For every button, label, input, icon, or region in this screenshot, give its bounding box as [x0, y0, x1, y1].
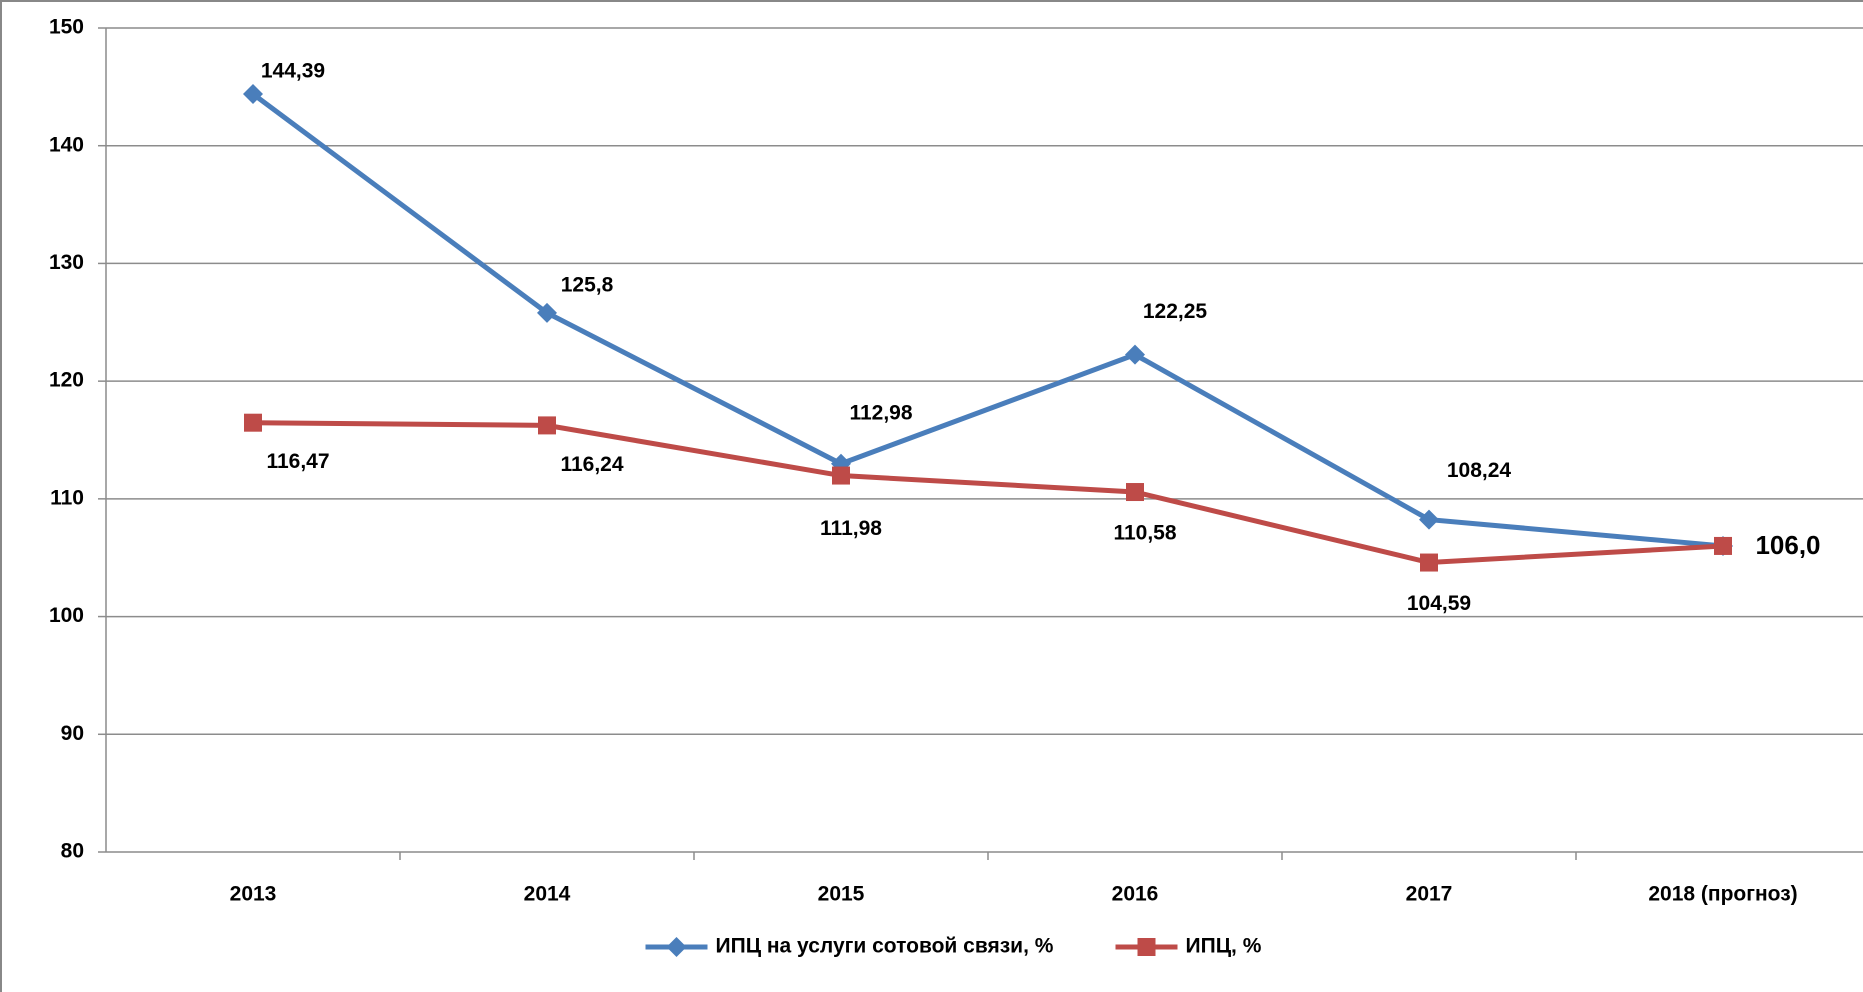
data-label: 116,47 [266, 450, 329, 473]
data-label: 125,8 [561, 273, 614, 296]
data-label: 104,59 [1407, 592, 1471, 615]
y-tick-label: 130 [49, 251, 84, 274]
point [1419, 509, 1439, 530]
y-tick-label: 120 [49, 369, 84, 392]
data-label: 106,0 [1755, 530, 1820, 560]
y-tick-label: 140 [49, 133, 84, 156]
y-tick-label: 80 [61, 840, 84, 863]
point [537, 302, 557, 323]
data-label: 144,39 [261, 60, 325, 83]
y-tick-label: 100 [49, 604, 84, 627]
data-label: 122,25 [1143, 300, 1208, 323]
data-label: 116,24 [560, 453, 623, 476]
point [1714, 536, 1732, 555]
point [243, 84, 263, 105]
y-tick-label: 110 [50, 486, 84, 509]
series-line [252, 420, 1724, 566]
y-tick-label: 150 [49, 16, 84, 39]
y-tick-label: 90 [61, 722, 84, 745]
legend-marker [666, 937, 687, 957]
x-tick-label: 2015 [818, 883, 865, 906]
x-tick-label: 2017 [1406, 883, 1453, 906]
data-label: 110,58 [1113, 522, 1176, 545]
x-tick-label: 2018 (прогноз) [1648, 883, 1797, 906]
x-tick-label: 2016 [1112, 883, 1159, 906]
point [1125, 344, 1145, 365]
point [832, 466, 850, 485]
point [538, 416, 556, 435]
x-tick-label: 2013 [230, 883, 277, 906]
point [244, 413, 262, 432]
series-line [251, 92, 1724, 549]
x-tick-label: 2014 [524, 883, 571, 906]
data-label: 111,98 [820, 517, 882, 540]
data-label: 108,24 [1447, 459, 1512, 482]
legend-label: ИПЦ, % [1186, 935, 1262, 958]
point [1126, 483, 1144, 502]
legend-marker [1137, 938, 1156, 956]
legend-label: ИПЦ на услуги сотовой связи, % [716, 935, 1054, 958]
data-label: 112,98 [849, 401, 912, 424]
point [1420, 553, 1438, 572]
